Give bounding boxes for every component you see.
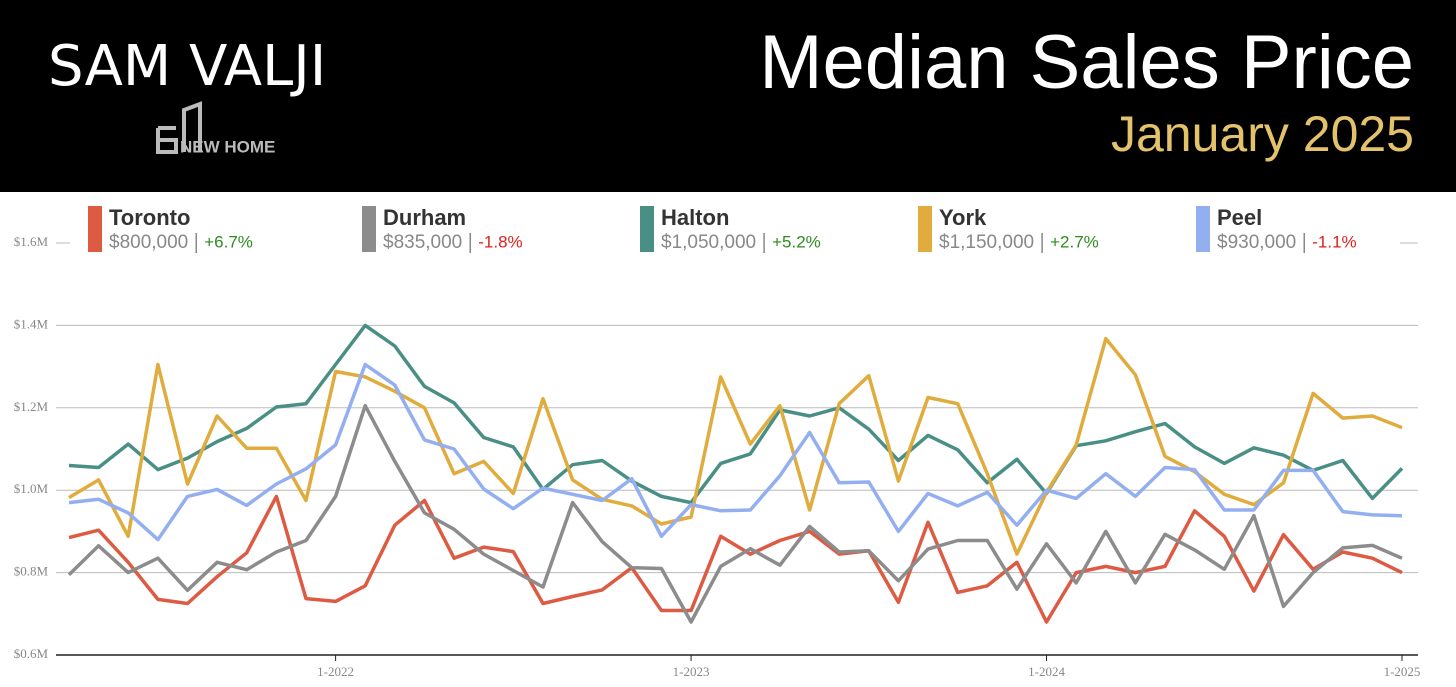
header-band [0, 0, 1456, 192]
y-tick-label: $1.6M [14, 234, 49, 249]
legend-swatch [88, 206, 102, 252]
legend-background [70, 198, 1400, 260]
y-tick-label: $0.8M [14, 564, 49, 579]
legend-change: -1.1% [1312, 232, 1356, 251]
legend-swatch [1196, 206, 1210, 252]
legend-swatch [918, 206, 932, 252]
legend-change: +6.7% [204, 232, 253, 251]
x-tick-label: 1-2022 [317, 664, 354, 679]
y-tick-label: $1.2M [14, 399, 49, 414]
legend-name: Halton [661, 205, 729, 230]
logo-text: NEW HOME [180, 137, 275, 156]
legend-change: +2.7% [1050, 232, 1099, 251]
legend-item: Peel$930,000 -1.1% [1196, 205, 1357, 253]
legend-change: +5.2% [772, 232, 821, 251]
legend-name: Toronto [109, 205, 190, 230]
x-tick-label: 1-2025 [1384, 664, 1421, 679]
chart-subtitle: January 2025 [1111, 106, 1414, 162]
x-tick-label: 1-2024 [1028, 664, 1065, 679]
legend-swatch [640, 206, 654, 252]
legend-latest: $1,050,000 [661, 232, 756, 253]
brand: SAM VALJI [48, 34, 326, 99]
legend-item: York$1,150,000 +2.7% [918, 205, 1099, 253]
legend-item: Toronto$800,000 +6.7% [88, 205, 253, 253]
y-tick-label: $1.4M [14, 316, 49, 331]
legend-latest: $1,150,000 [939, 232, 1034, 253]
legend-name: York [939, 205, 987, 230]
x-tick-label: 1-2023 [673, 664, 710, 679]
chart-title: Median Sales Price [759, 20, 1414, 105]
legend-name: Durham [383, 205, 466, 230]
legend-latest: $930,000 [1217, 232, 1296, 253]
legend-latest: $800,000 [109, 232, 188, 253]
y-tick-label: $1.0M [14, 481, 49, 496]
legend-change: -1.8% [478, 232, 522, 251]
legend-name: Peel [1217, 205, 1262, 230]
legend-latest: $835,000 [383, 232, 462, 253]
series-line [67, 403, 1403, 624]
series-line [68, 323, 1404, 505]
legend-item: Durham$835,000 -1.8% [362, 205, 523, 253]
y-tick-label: $0.6M [14, 646, 49, 661]
series-line [68, 362, 1403, 542]
logo-icon [156, 101, 202, 154]
series-line [68, 336, 1403, 556]
legend-item: Halton$1,050,000 +5.2% [640, 205, 821, 253]
legend-swatch [362, 206, 376, 252]
